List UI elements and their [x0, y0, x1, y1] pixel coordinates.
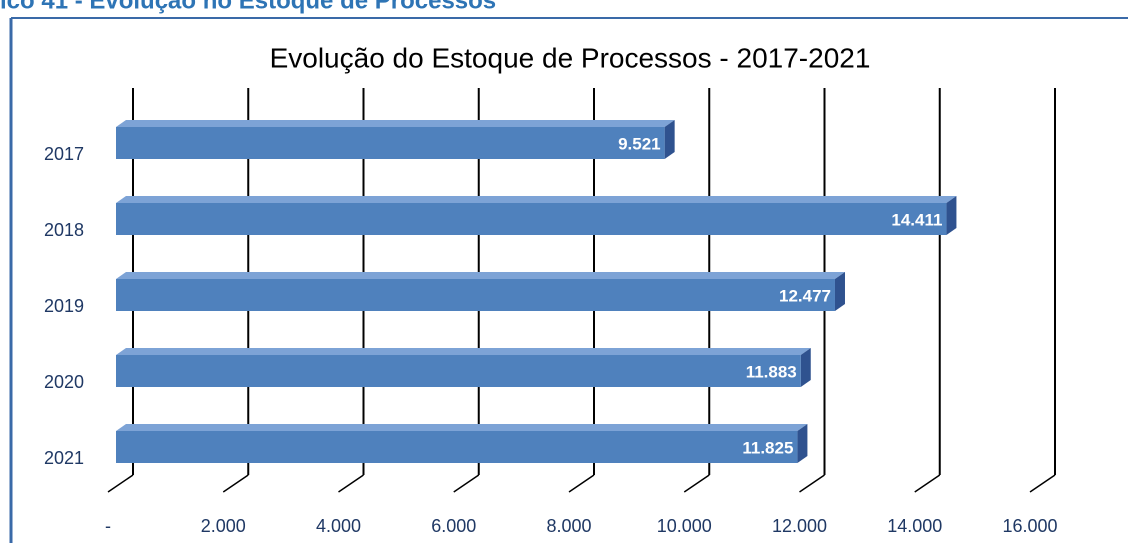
- bar-top: [116, 120, 675, 127]
- x-tick-label: -: [105, 516, 111, 536]
- grid-floor-line: [683, 474, 710, 493]
- value-label: 11.883: [746, 362, 797, 381]
- value-label: 14.411: [891, 210, 942, 229]
- grid-floor-line: [914, 474, 941, 493]
- bar: [116, 355, 801, 387]
- y-tick-label: 2018: [44, 220, 84, 240]
- value-label: 11.825: [742, 438, 793, 457]
- grid-floor-line: [338, 474, 364, 493]
- x-tick-label: 10.000: [657, 516, 712, 536]
- grid-floor-line: [799, 474, 825, 493]
- y-tick-label: 2017: [44, 144, 84, 164]
- bar-side: [797, 424, 808, 463]
- y-tick-label: 2019: [44, 296, 84, 316]
- bar-top: [116, 272, 845, 279]
- x-tick-label: 14.000: [887, 516, 942, 536]
- y-tick-label: 2021: [44, 448, 84, 468]
- page-heading: ico 41 - Evolução no Estoque de Processo…: [0, 0, 496, 14]
- bar-side: [834, 272, 845, 311]
- chart-title: Evolução do Estoque de Processos - 2017-…: [270, 42, 871, 73]
- x-tick-label: 8.000: [546, 516, 591, 536]
- bar-side: [664, 120, 675, 159]
- value-label: 12.477: [779, 286, 831, 305]
- grid-floor-line: [453, 474, 480, 493]
- bar: [116, 431, 798, 463]
- bar: [116, 203, 947, 235]
- grid-floor-line: [1029, 474, 1056, 493]
- bar: [116, 279, 835, 311]
- bar-side: [800, 348, 811, 387]
- x-tick-label: 6.000: [431, 516, 476, 536]
- grid-floor-line: [222, 474, 249, 493]
- x-tick-label: 4.000: [316, 516, 361, 536]
- y-tick-label: 2020: [44, 372, 84, 392]
- x-tick-label: 2.000: [201, 516, 246, 536]
- bar-side: [946, 196, 957, 235]
- value-label: 9.521: [618, 134, 661, 153]
- bar-top: [116, 348, 811, 355]
- bar: [116, 127, 665, 159]
- bar-top: [116, 424, 808, 431]
- bar-top: [116, 196, 957, 203]
- x-tick-label: 16.000: [1002, 516, 1057, 536]
- grid-floor-line: [107, 474, 134, 493]
- grid-floor-line: [568, 474, 595, 493]
- x-tick-label: 12.000: [772, 516, 827, 536]
